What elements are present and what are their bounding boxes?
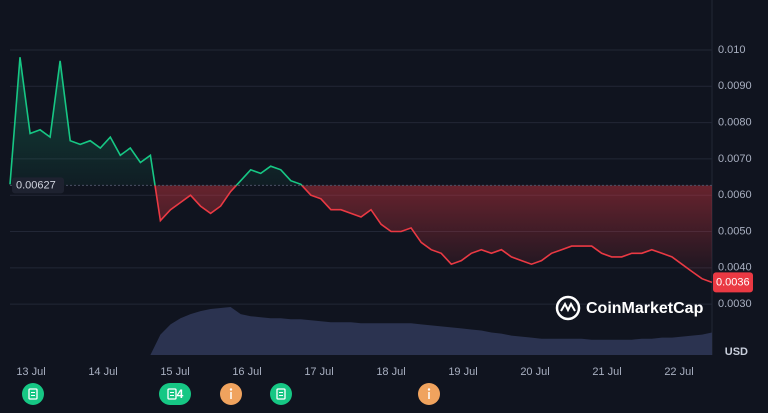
labels: 0.0030 0.0040 0.0050 0.0060 0.0070 0.0080 0.00…: [12, 44, 753, 405]
badge-bg: [22, 383, 44, 405]
x-tick-label: 14 Jul: [88, 366, 117, 378]
watermark-text: CoinMarketCap: [586, 300, 704, 317]
x-tick-label: 18 Jul: [376, 366, 405, 378]
doc-icon: [28, 388, 38, 400]
info-dot: [229, 388, 233, 391]
x-tick-label: 19 Jul: [448, 366, 477, 378]
currency-label: USD: [725, 346, 748, 358]
baseline-label-bg: [12, 177, 64, 194]
current-price-label: 0.0036: [716, 276, 750, 288]
x-tick-label: 15 Jul: [160, 366, 189, 378]
current-price-bg: [713, 272, 753, 293]
event-badge[interactable]: [22, 383, 44, 405]
grid: [10, 0, 713, 355]
doc-icon: [167, 388, 177, 400]
doc-icon: [276, 388, 286, 400]
x-tick-label: 22 Jul: [664, 366, 693, 378]
info-dot: [427, 388, 431, 391]
price-layer: [9, 57, 713, 284]
logo-mark: [560, 301, 576, 313]
volume-area: [10, 307, 712, 355]
x-tick-label: 17 Jul: [304, 366, 333, 378]
price-fill: [10, 57, 712, 283]
badge-bg: [270, 383, 292, 405]
x-tick-label: 13 Jul: [16, 366, 45, 378]
y-tick-label: 0.010: [718, 44, 746, 56]
y-tick-label: 0.0060: [718, 189, 752, 201]
y-tick-label: 0.0070: [718, 153, 752, 165]
logo-ring: [555, 295, 581, 321]
volume-layer: [10, 307, 712, 355]
y-tick-label: 0.0040: [718, 262, 752, 274]
x-tick-label: 16 Jul: [232, 366, 261, 378]
event-badge[interactable]: [270, 383, 292, 405]
badge-bg: [159, 383, 191, 405]
event-badge[interactable]: 4: [159, 383, 191, 405]
x-tick-label: 20 Jul: [520, 366, 549, 378]
baseline-label: 0.00627: [16, 179, 56, 191]
badge-count: 4: [177, 387, 184, 401]
y-tick-label: 0.0030: [718, 298, 752, 310]
watermark: CoinMarketCap: [555, 295, 704, 321]
event-badge[interactable]: [418, 383, 440, 405]
y-tick-label: 0.0080: [718, 116, 752, 128]
price-line: [9, 57, 713, 284]
x-tick-label: 21 Jul: [592, 366, 621, 378]
y-tick-label: 0.0090: [718, 80, 752, 92]
event-badge[interactable]: [220, 383, 242, 405]
y-tick-label: 0.0050: [718, 225, 752, 237]
